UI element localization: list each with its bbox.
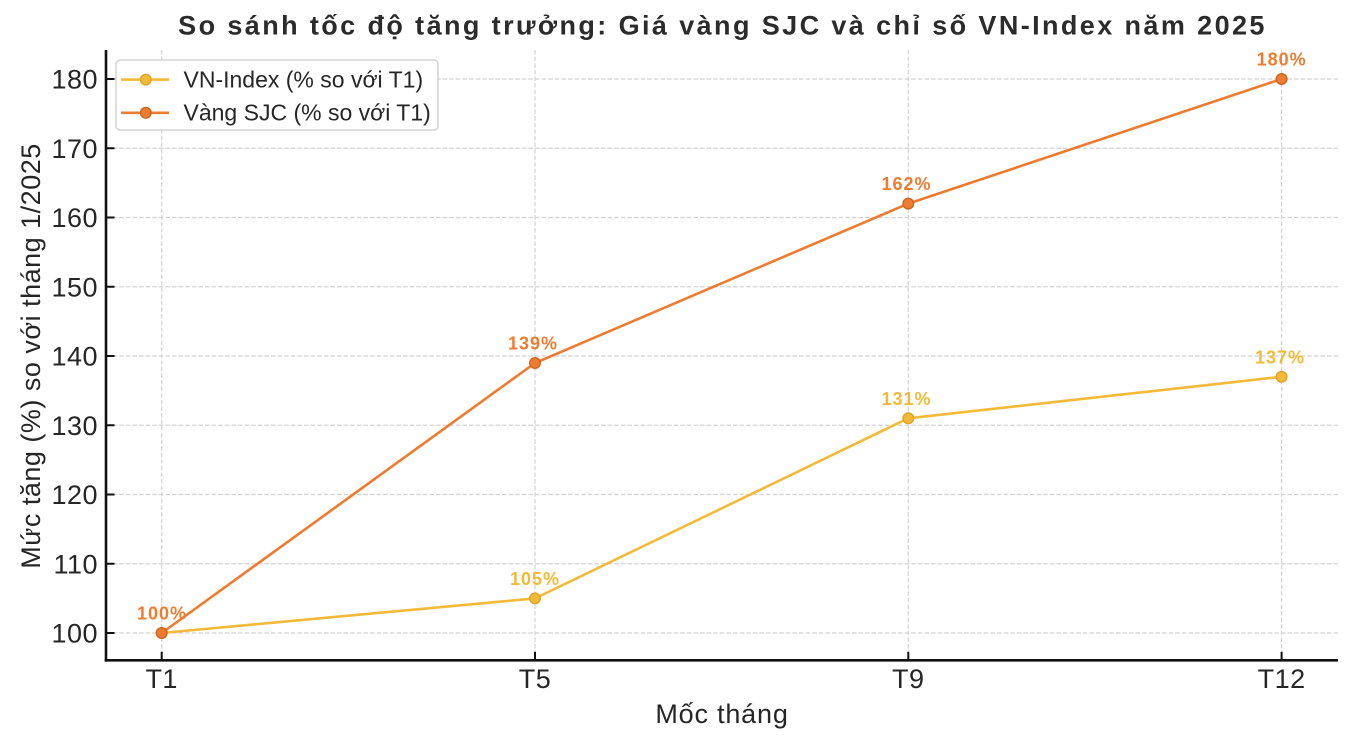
svg-text:105%: 105%	[510, 569, 560, 589]
svg-text:T1: T1	[145, 664, 178, 694]
svg-text:100%: 100%	[137, 604, 187, 624]
svg-text:T12: T12	[1258, 664, 1306, 694]
svg-text:140: 140	[51, 342, 98, 372]
svg-text:110: 110	[53, 549, 98, 579]
svg-text:Mức tăng (%) so với tháng 1/20: Mức tăng (%) so với tháng 1/2025	[16, 143, 46, 568]
svg-text:130: 130	[51, 411, 98, 441]
svg-text:120: 120	[51, 480, 98, 510]
svg-text:Vàng SJC (% so với T1): Vàng SJC (% so với T1)	[184, 100, 431, 126]
svg-text:137%: 137%	[1255, 347, 1305, 367]
svg-text:150: 150	[51, 272, 98, 302]
svg-text:Mốc tháng: Mốc tháng	[655, 699, 788, 729]
svg-text:170: 170	[51, 134, 98, 164]
svg-text:131%: 131%	[881, 389, 931, 409]
svg-text:100: 100	[51, 619, 98, 649]
svg-text:180: 180	[51, 65, 98, 95]
svg-text:139%: 139%	[508, 334, 558, 354]
svg-text:T5: T5	[519, 664, 552, 694]
svg-text:160: 160	[51, 203, 98, 233]
svg-text:T9: T9	[892, 664, 925, 694]
svg-text:So sánh tốc độ tăng trưởng: Gi: So sánh tốc độ tăng trưởng: Giá vàng SJC…	[178, 11, 1267, 41]
svg-text:VN-Index (% so với T1): VN-Index (% so với T1)	[184, 67, 424, 93]
svg-text:162%: 162%	[881, 174, 931, 194]
svg-text:180%: 180%	[1257, 50, 1307, 70]
